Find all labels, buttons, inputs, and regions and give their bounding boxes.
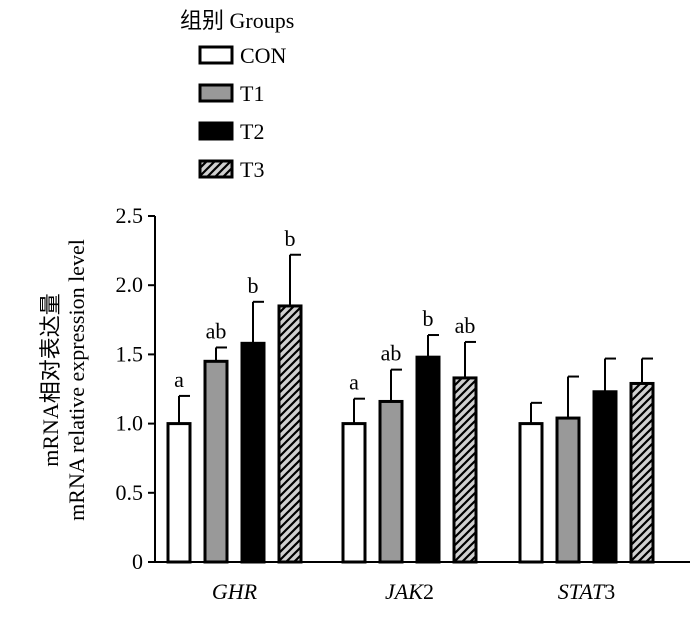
x-axis: GHR JAK2 STAT3: [154, 561, 690, 604]
bar-ghr-t3: [277, 304, 303, 564]
bar-jak2-t3: [452, 376, 478, 564]
x-category-label-jak2: JAK2: [385, 579, 434, 604]
legend: 组别 Groups CON T1 T2 T3: [180, 8, 294, 182]
y-tick-label: 2.0: [116, 272, 144, 297]
bar-jak2-t2: [415, 355, 441, 564]
y-axis-label-line-1: mRNA相对表达量: [38, 293, 63, 467]
significance-label: a: [174, 367, 184, 392]
y-tick-label: 1.5: [116, 341, 144, 366]
bar-stat3-con: [518, 422, 544, 564]
y-tick-label: 1.0: [116, 411, 144, 436]
bar-jak2-con: [341, 422, 367, 564]
significance-label: a: [349, 370, 359, 395]
y-axis-label: mRNA相对表达量 mRNA relative expression level: [38, 239, 89, 521]
bar-ghr-t1: [203, 359, 229, 564]
legend-swatch-t1: [198, 83, 234, 103]
bar-stat3-t1: [555, 416, 581, 564]
legend-swatch-t2: [198, 121, 234, 141]
bar-jak2-t1: [378, 399, 404, 564]
y-tick-label: 0.5: [116, 480, 144, 505]
significance-label: ab: [455, 313, 476, 338]
y-axis: 0 0.5 1.0 1.5 2.0 2.5: [116, 203, 156, 574]
legend-title: 组别 Groups: [180, 8, 294, 33]
legend-swatch-con: [198, 45, 234, 65]
y-tick-label: 0: [132, 549, 143, 574]
significance-label: b: [285, 226, 296, 251]
legend-label-t1: T1: [240, 81, 264, 106]
bar-stat3-t3: [629, 381, 655, 564]
bar-stat3-t2: [592, 390, 618, 564]
significance-label: ab: [206, 318, 227, 343]
significance-label: ab: [381, 341, 402, 366]
x-category-label-ghr: GHR: [212, 579, 258, 604]
bar-ghr-con: [166, 422, 192, 564]
legend-label-t3: T3: [240, 157, 264, 182]
significance-label: b: [248, 273, 259, 298]
significance-label: b: [423, 306, 434, 331]
x-category-label-stat3: STAT3: [558, 579, 615, 604]
legend-swatch-t3: [198, 159, 234, 179]
y-axis-label-line-2: mRNA relative expression level: [64, 239, 89, 521]
bar-ghr-t2: [240, 341, 266, 564]
legend-label-t2: T2: [240, 119, 264, 144]
legend-label-con: CON: [240, 43, 287, 68]
y-tick-label: 2.5: [116, 203, 144, 228]
